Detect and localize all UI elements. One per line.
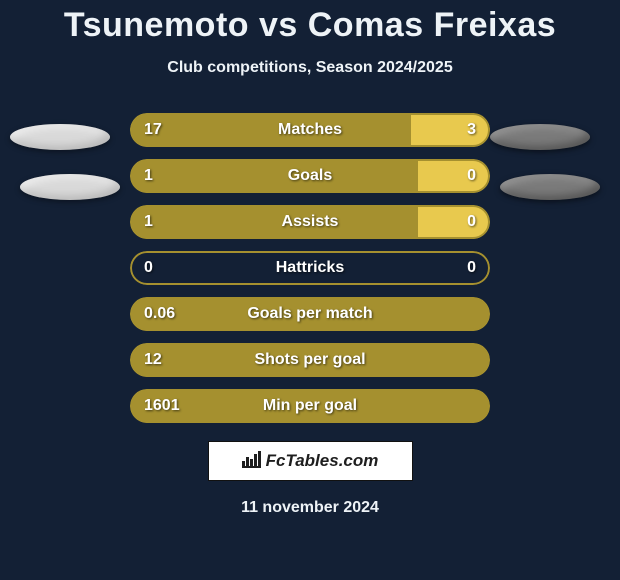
stat-row: Shots per goal12 [130,343,490,377]
stat-label: Matches [130,113,490,147]
stat-row: Goals1 0 [130,159,490,193]
brand-box: FcTables.com [208,441,413,481]
stat-row: Matches17 3 [130,113,490,147]
page-title: Tsunemoto vs Comas Freixas [0,0,620,45]
stat-value-right: 3 [467,113,476,147]
stat-value-left: 17 [144,113,162,147]
stat-label: Hattricks [130,251,490,285]
brand-text: FcTables.com [266,451,379,471]
stat-row: Hattricks0 0 [130,251,490,285]
stat-value-left: 0 [144,251,153,285]
stat-row: Goals per match0.06 [130,297,490,331]
stat-value-left: 1 [144,159,153,193]
stat-value-left: 1601 [144,389,180,423]
subtitle: Club competitions, Season 2024/2025 [0,59,620,77]
stat-value-left: 12 [144,343,162,377]
stat-label: Shots per goal [130,343,490,377]
stat-row: Assists1 0 [130,205,490,239]
stat-label: Goals [130,159,490,193]
stat-value-right: 0 [467,251,476,285]
stat-value-right: 0 [467,159,476,193]
bar-chart-icon [242,450,262,473]
stat-label: Min per goal [130,389,490,423]
stat-value-left: 1 [144,205,153,239]
stat-value-left: 0.06 [144,297,175,331]
date-line: 11 november 2024 [0,499,620,517]
stat-value-right: 0 [467,205,476,239]
stat-label: Assists [130,205,490,239]
stat-label: Goals per match [130,297,490,331]
stat-row: Min per goal1601 [130,389,490,423]
stats-area: Matches173Goals10Assists10Hattricks00Goa… [0,113,620,423]
